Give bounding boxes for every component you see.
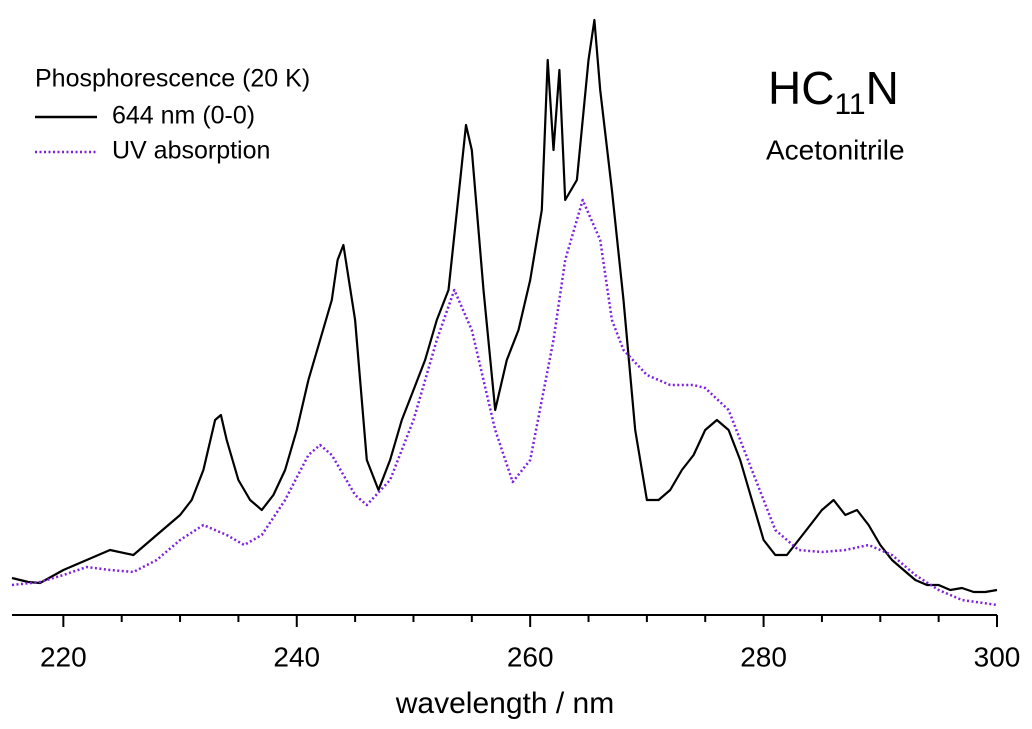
x-tick-label: 300 [974,641,1021,672]
legend-title: Phosphorescence (20 K) [35,65,310,93]
annotation-part: N [866,62,899,114]
annotation-part: HC [768,62,834,114]
annotation-sub: 11 [834,88,865,121]
annotation-subtitle: Acetonitrile [766,134,905,165]
annotation: HC11N [768,62,899,121]
x-tick-label: 260 [507,641,554,672]
legend-label: UV absorption [112,137,270,165]
x-tick-label: 220 [40,641,87,672]
legend-label: 644 nm (0-0) [112,102,255,130]
series-line [11,198,998,607]
series-line [11,18,998,594]
x-tick-label: 280 [740,641,787,672]
x-axis-label: wavelength / nm [395,687,614,720]
x-tick-label: 240 [273,641,320,672]
